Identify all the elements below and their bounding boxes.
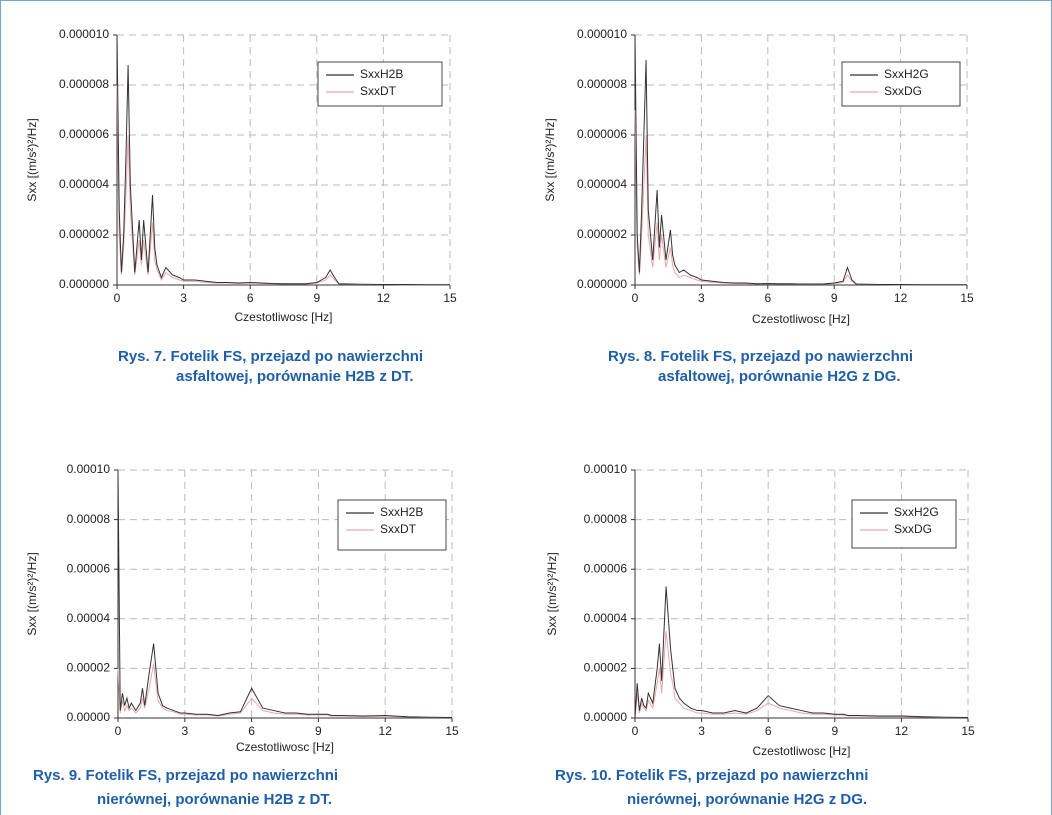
legend-label: SxxH2B	[360, 67, 403, 81]
y-tick-label: 0.000004	[59, 177, 109, 191]
y-tick-label: 0.000000	[59, 277, 109, 291]
y-axis-label: Sxx [(m/s²)²/Hz]	[25, 118, 39, 201]
x-tick-label: 0	[115, 724, 122, 738]
y-tick-label: 0.000006	[577, 127, 627, 141]
y-axis-label: Sxx [(m/s²)²/Hz]	[545, 552, 559, 635]
x-tick-label: 15	[960, 291, 974, 305]
y-tick-label: 0.00006	[584, 561, 628, 575]
x-tick-label: 0	[114, 291, 121, 305]
legend-box	[317, 61, 443, 107]
y-tick-label: 0.00004	[584, 611, 628, 625]
x-tick-label: 0	[632, 291, 639, 305]
y-axis-label: Sxx [(m/s²)²/Hz]	[543, 118, 557, 201]
x-tick-label: 12	[379, 724, 393, 738]
legend-label: SxxDT	[360, 84, 397, 98]
y-tick-label: 0.000002	[577, 227, 627, 241]
y-tick-label: 0.000002	[59, 227, 109, 241]
y-tick-label: 0.00010	[67, 462, 111, 476]
y-tick-label: 0.00000	[67, 710, 111, 724]
series-line	[634, 34, 967, 286]
y-tick-label: 0.000008	[577, 77, 627, 91]
x-tick-label: 6	[764, 291, 771, 305]
series-line	[116, 34, 450, 286]
series-line	[116, 84, 450, 286]
x-axis-label: Czestotliwosc [Hz]	[752, 744, 850, 758]
y-tick-label: 0.00002	[584, 661, 628, 675]
x-axis-label: Czestotliwosc [Hz]	[752, 312, 850, 326]
y-tick-label: 0.000006	[59, 127, 109, 141]
figure-caption: asfaltowej, porównanie H2G z DG.	[658, 368, 901, 385]
series-line	[634, 586, 969, 719]
x-tick-label: 9	[315, 724, 322, 738]
series-line	[634, 109, 967, 286]
y-tick-label: 0.00004	[67, 611, 111, 625]
x-axis-label: Czestotliwosc [Hz]	[236, 740, 334, 754]
figure-caption: asfaltowej, porównanie H2B z DT.	[176, 368, 414, 385]
x-tick-label: 3	[180, 291, 187, 305]
figure-caption: Rys. 9. Fotelik FS, przejazd po nawierzc…	[33, 767, 338, 784]
legend-label: SxxH2G	[884, 67, 929, 81]
x-tick-label: 3	[698, 724, 705, 738]
y-tick-label: 0.000008	[59, 77, 109, 91]
legend-box	[851, 499, 957, 549]
x-tick-label: 15	[445, 724, 459, 738]
y-tick-label: 0.00006	[67, 561, 111, 575]
figure-caption: Rys. 10. Fotelik FS, przejazd po nawierz…	[555, 767, 868, 784]
x-tick-label: 9	[831, 291, 838, 305]
x-tick-label: 6	[765, 724, 772, 738]
legend-label: SxxDG	[894, 522, 932, 536]
legend-label: SxxDT	[380, 522, 417, 536]
y-tick-label: 0.000010	[59, 27, 109, 41]
x-tick-label: 12	[377, 291, 391, 305]
y-tick-label: 0.00000	[584, 710, 628, 724]
legend-label: SxxDG	[884, 84, 922, 98]
x-tick-label: 6	[247, 291, 254, 305]
legend-label: SxxH2B	[380, 505, 423, 519]
y-tick-label: 0.00010	[584, 462, 628, 476]
x-tick-label: 12	[894, 291, 908, 305]
x-tick-label: 12	[895, 724, 909, 738]
legend-box	[841, 61, 961, 107]
y-tick-label: 0.000010	[577, 27, 627, 41]
y-tick-label: 0.00002	[67, 661, 111, 675]
series-line	[117, 663, 452, 718]
series-line	[634, 631, 968, 719]
y-tick-label: 0.00008	[67, 512, 111, 526]
x-tick-label: 0	[632, 724, 639, 738]
legend-label: SxxH2G	[894, 505, 939, 519]
legend-box	[337, 499, 447, 551]
x-tick-label: 9	[313, 291, 320, 305]
figure-caption: nierównej, porównanie H2B z DT.	[97, 791, 332, 808]
y-tick-label: 0.00008	[584, 512, 628, 526]
x-tick-label: 6	[248, 724, 255, 738]
x-tick-label: 3	[181, 724, 188, 738]
y-tick-label: 0.000000	[577, 277, 627, 291]
y-axis-label: Sxx [(m/s²)²/Hz]	[25, 552, 39, 635]
x-tick-label: 15	[443, 291, 457, 305]
figure-caption: nierównej, porównanie H2G z DG.	[627, 791, 867, 808]
x-tick-label: 3	[698, 291, 705, 305]
x-tick-label: 9	[831, 724, 838, 738]
x-axis-label: Czestotliwosc [Hz]	[234, 310, 332, 324]
figure-caption: Rys. 8. Fotelik FS, przejazd po nawierzc…	[608, 348, 913, 365]
y-tick-label: 0.000004	[577, 177, 627, 191]
x-tick-label: 15	[961, 724, 975, 738]
series-line	[117, 469, 453, 718]
figure-caption: Rys. 7. Fotelik FS, przejazd po nawierzc…	[118, 348, 423, 365]
